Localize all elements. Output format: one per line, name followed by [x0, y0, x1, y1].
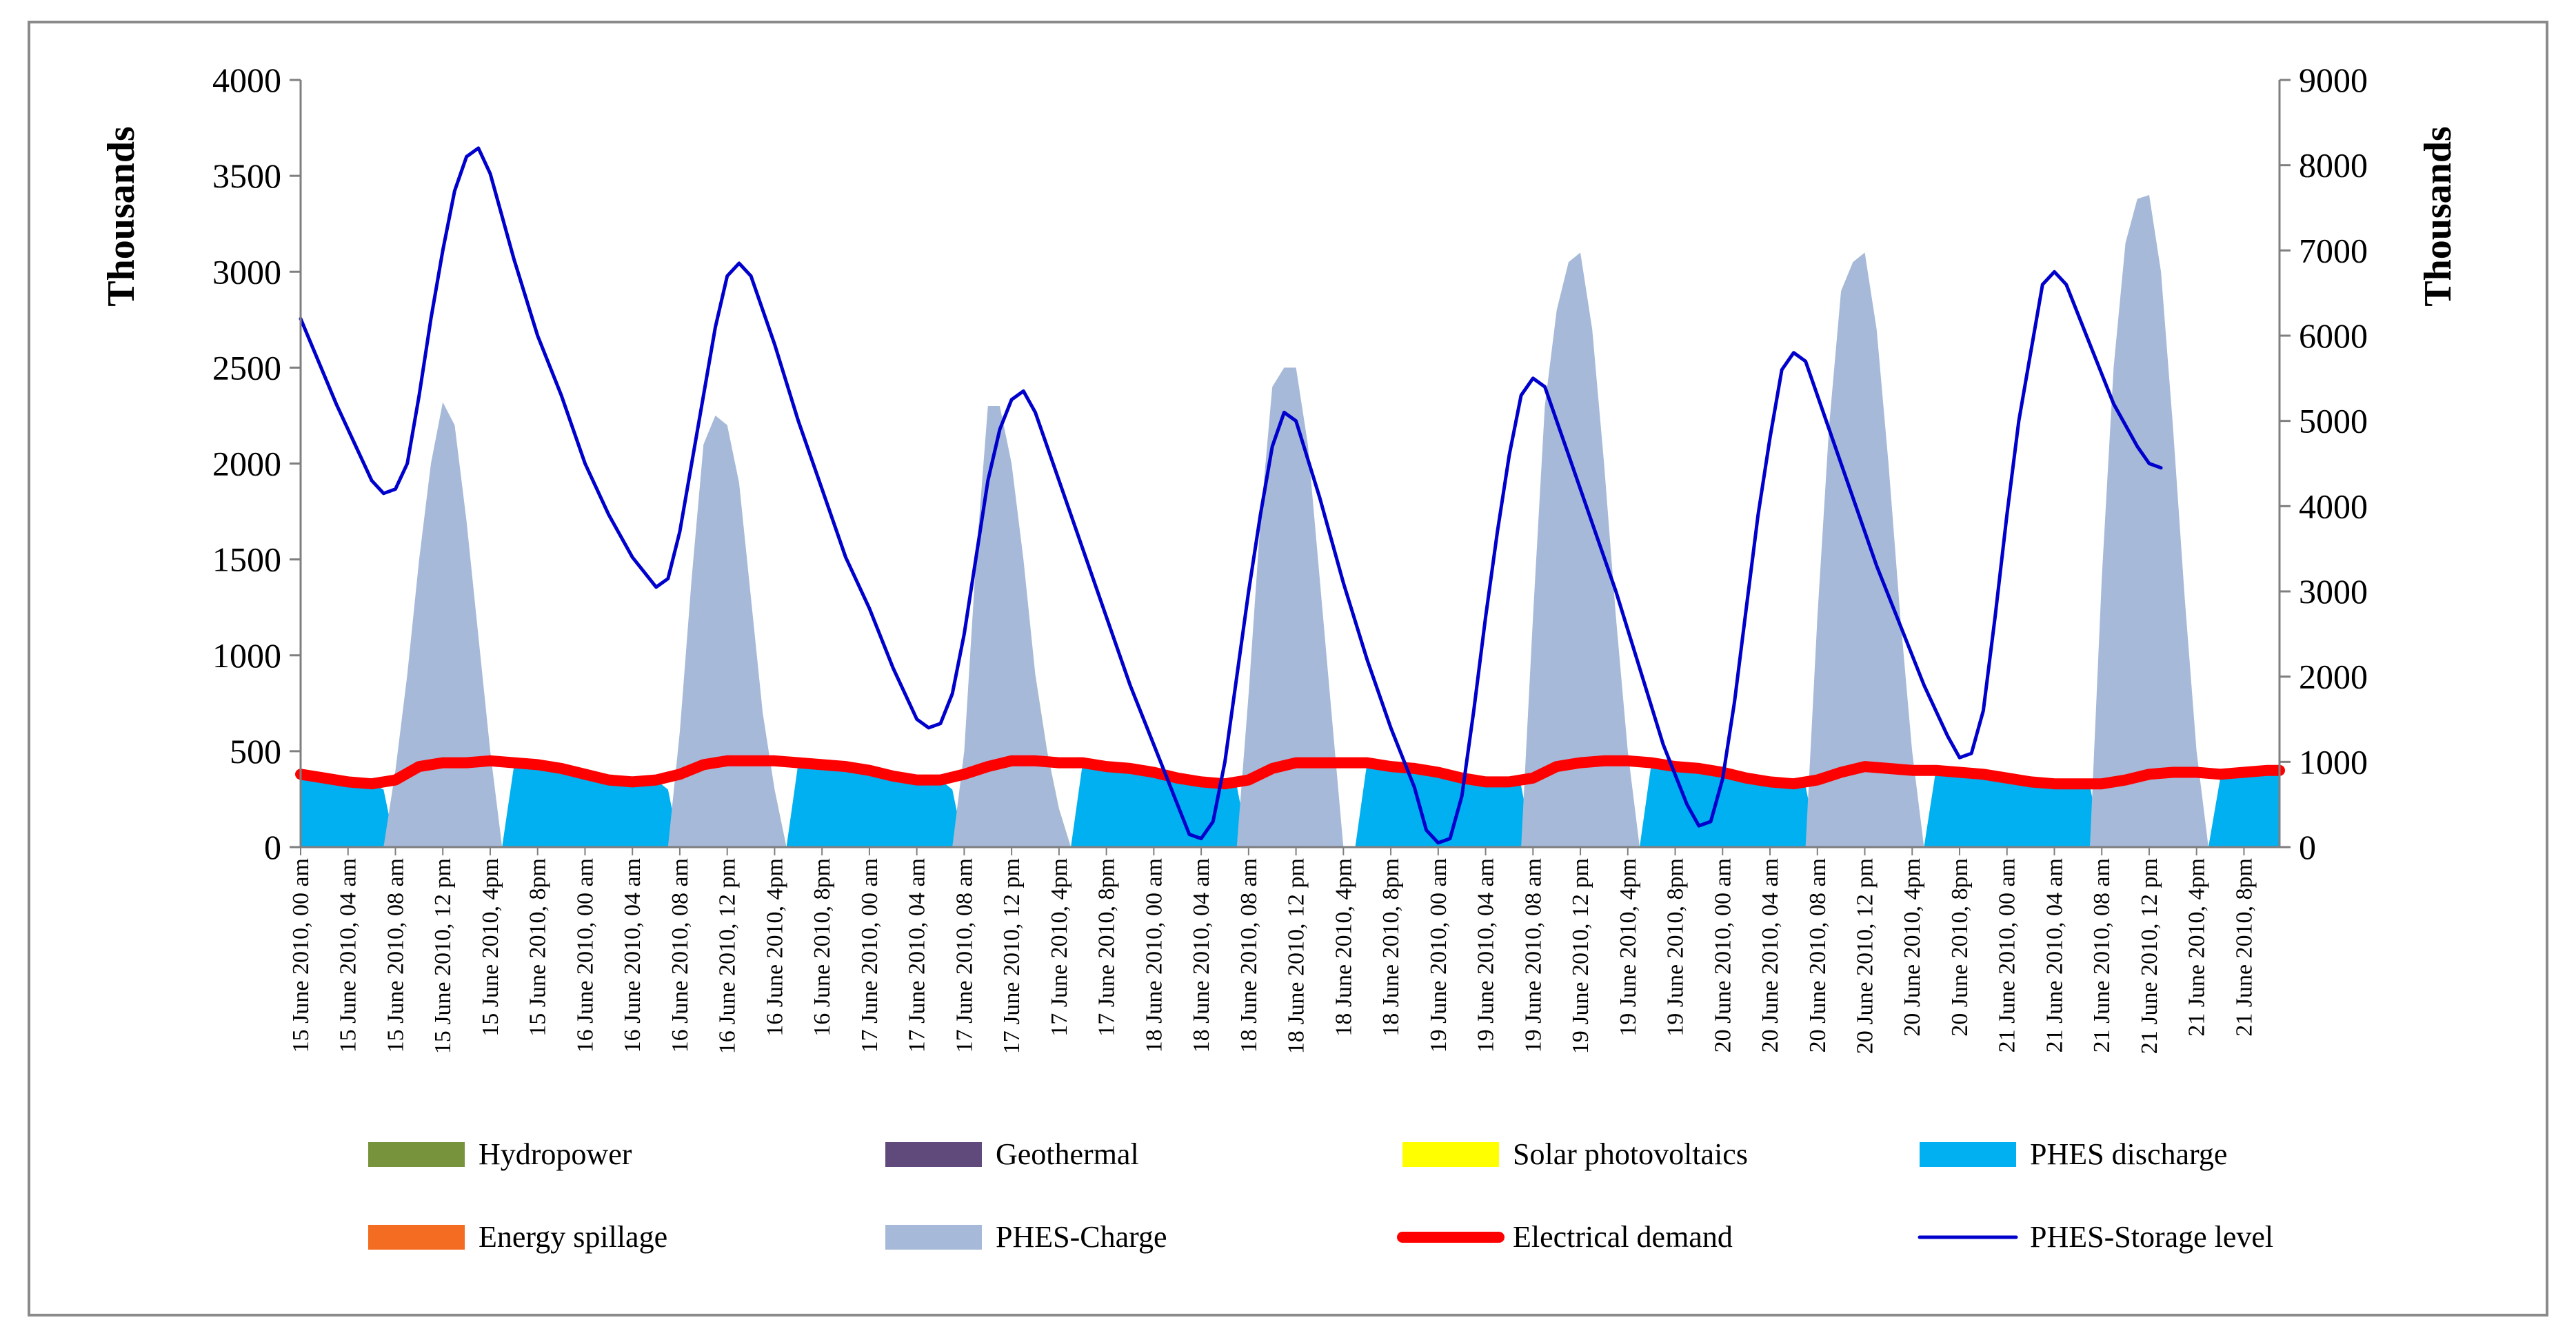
- x-tick-label: 21 June 2010, 00 am: [1995, 858, 2020, 1053]
- left-tick-label: 4000: [212, 61, 281, 99]
- right-tick-label: 1000: [2299, 742, 2368, 781]
- right-axis-title: Thousands: [2417, 126, 2459, 307]
- x-tick-label: 20 June 2010, 8pm: [1947, 858, 1973, 1037]
- series-area-phes-charge: [383, 195, 2208, 847]
- right-tick-label: 9000: [2299, 61, 2368, 99]
- legend-item-solar-photovoltaics: Solar photovoltaics: [1402, 1137, 1748, 1171]
- right-tick-label: 0: [2299, 828, 2316, 866]
- line-series-group: [295, 146, 2285, 845]
- x-tick-label: 21 June 2010, 8pm: [2231, 858, 2257, 1037]
- series-line-electrical-demand: [295, 755, 2285, 790]
- x-tick-label: 20 June 2010, 00 am: [1710, 858, 1735, 1053]
- x-tick-label: 19 June 2010, 00 am: [1426, 858, 1451, 1053]
- x-tick-label: 16 June 2010, 12 pm: [715, 858, 741, 1054]
- legend-swatch: [1402, 1142, 1499, 1167]
- x-tick-label: 21 June 2010, 4pm: [2184, 858, 2210, 1037]
- x-tick-label: 17 June 2010, 8pm: [1094, 858, 1120, 1037]
- legend-swatch: [885, 1225, 982, 1250]
- x-tick-label: 21 June 2010, 08 am: [2089, 858, 2115, 1053]
- left-tick-label: 1500: [212, 540, 281, 579]
- x-tick-label: 15 June 2010, 00 am: [288, 858, 314, 1053]
- x-tick-label: 20 June 2010, 4pm: [1900, 858, 1925, 1037]
- legend-item-electrical-demand: Electrical demand: [1397, 1220, 1733, 1254]
- x-tick-label: 17 June 2010, 08 am: [952, 858, 977, 1053]
- right-tick-label: 5000: [2299, 402, 2368, 440]
- right-tick-label: 8000: [2299, 146, 2368, 185]
- left-tick-label: 2000: [212, 445, 281, 483]
- energy-chart: 0 500 1000 1500 2000 2500 3000 3500 4000 0 1000 200…: [100, 61, 2459, 1254]
- left-tick-label: 0: [264, 828, 281, 866]
- left-tick-label: 3500: [212, 156, 281, 195]
- left-axis-title: Thousands: [100, 126, 143, 307]
- legend: Hydropower Geothermal Solar photovoltaics P…: [368, 1137, 2273, 1254]
- x-tick-label: 19 June 2010, 4pm: [1616, 858, 1641, 1037]
- legend-swatch: [368, 1225, 465, 1250]
- legend-swatch: [885, 1142, 982, 1167]
- left-tick-label: 2500: [212, 348, 281, 387]
- legend-label: PHES-Charge: [996, 1220, 1167, 1254]
- right-tick-label: 2000: [2299, 658, 2368, 696]
- x-tick-label: 16 June 2010, 00 am: [572, 858, 598, 1053]
- legend-label: Energy spillage: [479, 1220, 667, 1254]
- legend-label: Hydropower: [479, 1137, 632, 1171]
- legend-item-phes-charge: PHES-Charge: [885, 1220, 1167, 1254]
- x-tick-label: 15 June 2010, 08 am: [383, 858, 408, 1053]
- series-line-phes-storage-level: [299, 146, 2163, 845]
- chart-frame: 0 500 1000 1500 2000 2500 3000 3500 4000 0 1000 200…: [28, 21, 2548, 1316]
- left-tick-label: 3000: [212, 252, 281, 291]
- x-tick-label: 18 June 2010, 4pm: [1331, 858, 1356, 1037]
- x-tick-label: 19 June 2010, 12 pm: [1568, 858, 1593, 1054]
- x-tick-label: 21 June 2010, 04 am: [2042, 858, 2067, 1053]
- x-tick-label: 15 June 2010, 8pm: [525, 858, 551, 1037]
- x-tick-label: 18 June 2010, 08 am: [1236, 858, 1262, 1053]
- x-tick-label: 18 June 2010, 04 am: [1189, 858, 1214, 1053]
- axes-group: 0 500 1000 1500 2000 2500 3000 3500 4000 0 1000 200…: [212, 61, 2368, 1054]
- legend-item-phes-storage-level: PHES-Storage level: [1918, 1220, 2273, 1254]
- legend-label: Solar photovoltaics: [1513, 1137, 1748, 1171]
- legend-label: Electrical demand: [1513, 1220, 1733, 1254]
- x-tick-label: 16 June 2010, 08 am: [667, 858, 693, 1053]
- x-tick-label: 19 June 2010, 8pm: [1663, 858, 1689, 1037]
- x-tick-label: 16 June 2010, 8pm: [809, 858, 835, 1037]
- x-tick-label: 18 June 2010, 12 pm: [1284, 858, 1309, 1054]
- x-tick-label: 18 June 2010, 00 am: [1141, 858, 1167, 1053]
- legend-item-energy-spillage: Energy spillage: [368, 1220, 667, 1254]
- x-tick-label: 16 June 2010, 4pm: [762, 858, 787, 1037]
- x-tick-label: 15 June 2010, 04 am: [336, 858, 361, 1053]
- x-tick-label: 20 June 2010, 04 am: [1758, 858, 1783, 1053]
- legend-swatch: [1920, 1142, 2016, 1167]
- x-tick-label: 15 June 2010, 4pm: [478, 858, 503, 1037]
- right-tick-label: 3000: [2299, 572, 2368, 611]
- x-tick-label: 19 June 2010, 04 am: [1473, 858, 1499, 1053]
- right-tick-label: 7000: [2299, 231, 2368, 270]
- x-tick-label: 20 June 2010, 12 pm: [1853, 858, 1878, 1054]
- x-tick-label: 16 June 2010, 04 am: [620, 858, 645, 1053]
- legend-item-hydropower: Hydropower: [368, 1137, 632, 1171]
- x-tick-label: 17 June 2010, 00 am: [857, 858, 883, 1053]
- x-tick-label: 15 June 2010, 12 pm: [430, 858, 456, 1054]
- legend-item-phes-discharge: PHES discharge: [1920, 1137, 2227, 1171]
- legend-label: PHES-Storage level: [2030, 1220, 2273, 1254]
- area-series-group: [301, 195, 2280, 847]
- right-tick-label: 4000: [2299, 487, 2368, 525]
- legend-swatch: [368, 1142, 465, 1167]
- x-tick-label: 18 June 2010, 8pm: [1378, 858, 1404, 1037]
- right-tick-label: 6000: [2299, 316, 2368, 355]
- legend-label: Geothermal: [996, 1137, 1139, 1171]
- x-tick-label: 21 June 2010, 12 pm: [2137, 858, 2162, 1054]
- left-tick-label: 500: [230, 732, 281, 771]
- legend-item-geothermal: Geothermal: [885, 1137, 1139, 1171]
- x-tick-label: 17 June 2010, 04 am: [905, 858, 930, 1053]
- x-tick-label: 20 June 2010, 08 am: [1805, 858, 1831, 1053]
- x-tick-label: 17 June 2010, 12 pm: [999, 858, 1025, 1054]
- x-tick-label: 19 June 2010, 08 am: [1520, 858, 1546, 1053]
- left-tick-label: 1000: [212, 636, 281, 675]
- legend-label: PHES discharge: [2030, 1137, 2227, 1171]
- x-tick-label: 17 June 2010, 4pm: [1047, 858, 1072, 1037]
